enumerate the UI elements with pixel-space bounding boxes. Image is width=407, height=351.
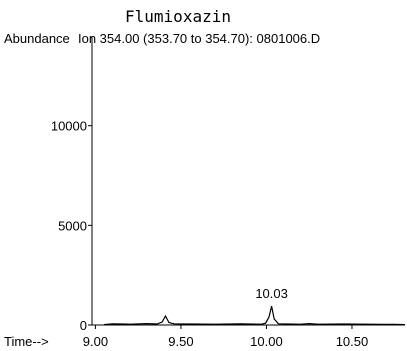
x-axis-prefix: Time--> [4,334,49,349]
series-line [103,305,406,326]
y-tick-label: 0 [80,318,87,333]
x-tick-label: 10.50 [336,334,369,349]
y-ticks: 0 5000 10000 [51,119,92,333]
y-tick-label: 5000 [58,218,87,233]
series-layer [103,305,406,326]
y-axis-label: Abundance [4,31,70,46]
y-tick-label: 10000 [51,119,87,134]
x-tick-label: 9.50 [168,334,193,349]
x-ticks: 9.00 9.50 10.00 10.50 [83,325,368,349]
x-tick-label: 10.00 [250,334,283,349]
trace-label: Ion 354.00 (353.70 to 354.70): 0801006.D [78,31,320,46]
annotation-layer: 10.03 [255,286,288,301]
x-tick-label: 9.00 [83,334,108,349]
peak-label: 10.03 [255,286,288,301]
chart-title: Flumioxazin [125,7,231,26]
